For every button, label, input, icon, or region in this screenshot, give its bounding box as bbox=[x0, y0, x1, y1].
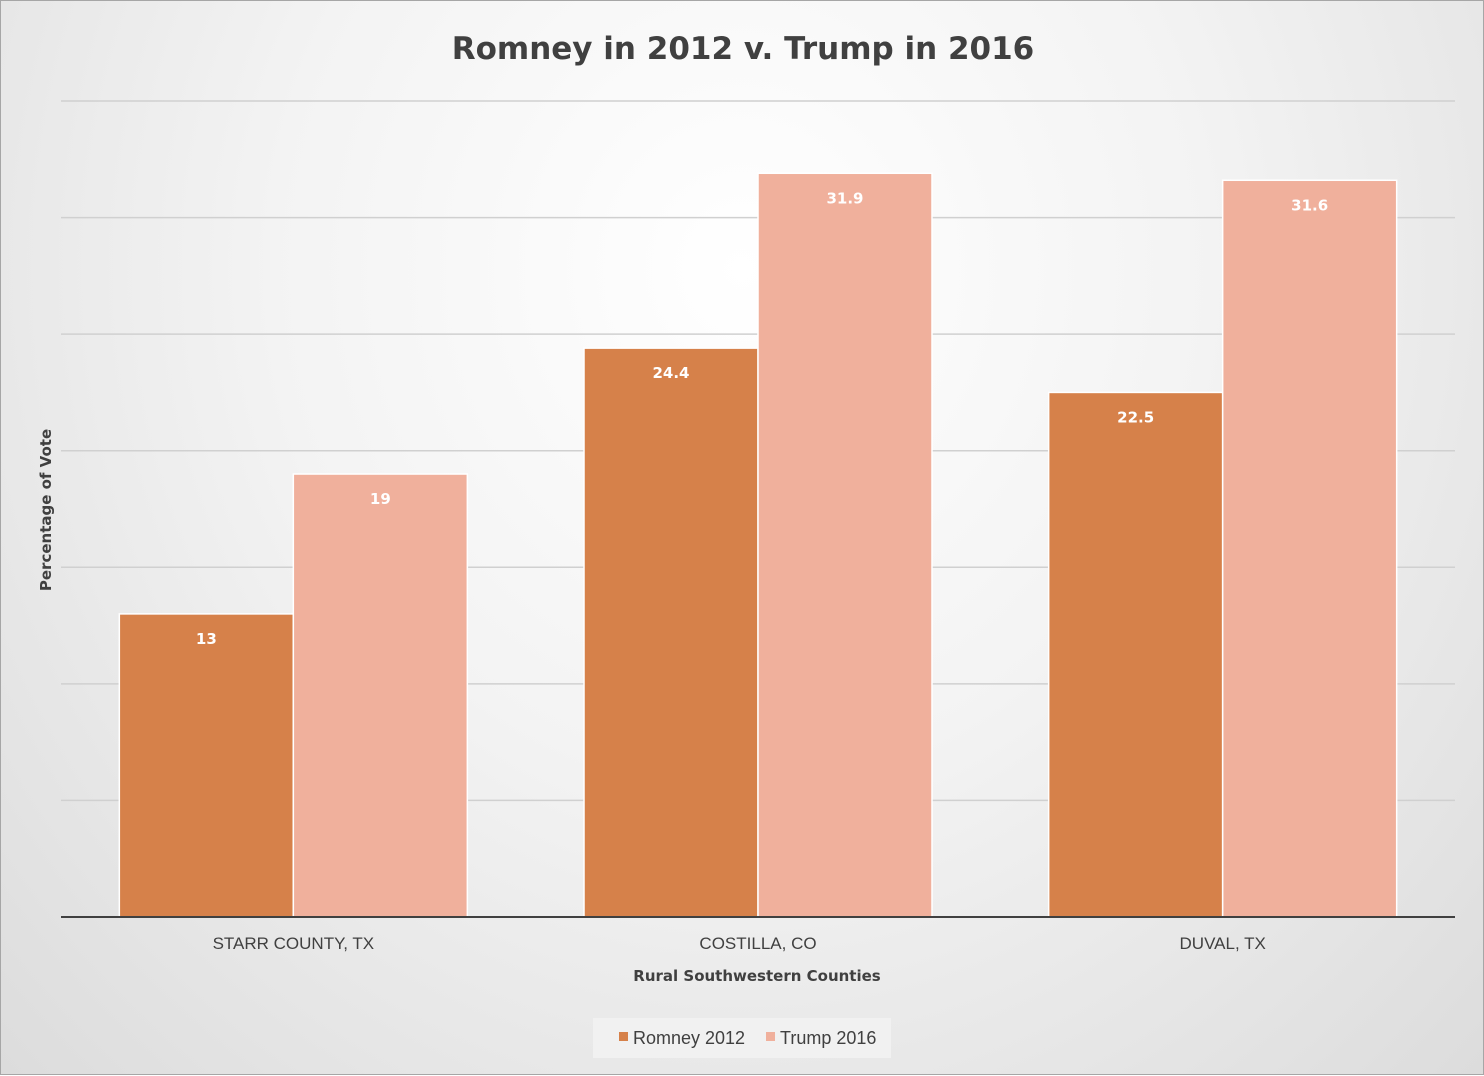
legend-background bbox=[593, 1018, 891, 1058]
data-label: 19 bbox=[370, 490, 391, 508]
bars: 13 19 24.4 31.9 22.5 31.6 bbox=[118, 172, 1398, 918]
data-label: 31.9 bbox=[826, 189, 863, 207]
x-axis-title: Rural Southwestern Counties bbox=[633, 967, 881, 985]
legend-swatch bbox=[766, 1032, 775, 1041]
bar bbox=[292, 473, 469, 918]
legend-label: Romney 2012 bbox=[633, 1028, 745, 1048]
category-label: STARR COUNTY, TX bbox=[213, 934, 375, 953]
data-label: 22.5 bbox=[1117, 408, 1154, 426]
category-labels: STARR COUNTY, TX COSTILLA, CO DUVAL, TX bbox=[213, 934, 1266, 953]
chart-title: Romney in 2012 v. Trump in 2016 bbox=[452, 31, 1035, 67]
data-label: 24.4 bbox=[652, 364, 689, 382]
bar bbox=[583, 347, 759, 918]
data-label: 31.6 bbox=[1291, 196, 1328, 214]
legend: Romney 2012 Trump 2016 bbox=[593, 1018, 891, 1058]
bar bbox=[757, 172, 933, 918]
bar bbox=[1221, 179, 1398, 918]
legend-label: Trump 2016 bbox=[780, 1028, 876, 1048]
legend-swatch bbox=[619, 1032, 628, 1041]
data-label: 13 bbox=[196, 630, 217, 648]
bar bbox=[118, 613, 295, 918]
bar bbox=[1047, 391, 1224, 918]
category-label: COSTILLA, CO bbox=[699, 934, 816, 953]
y-axis-title: Percentage of Vote bbox=[37, 429, 55, 591]
category-label: DUVAL, TX bbox=[1180, 934, 1266, 953]
